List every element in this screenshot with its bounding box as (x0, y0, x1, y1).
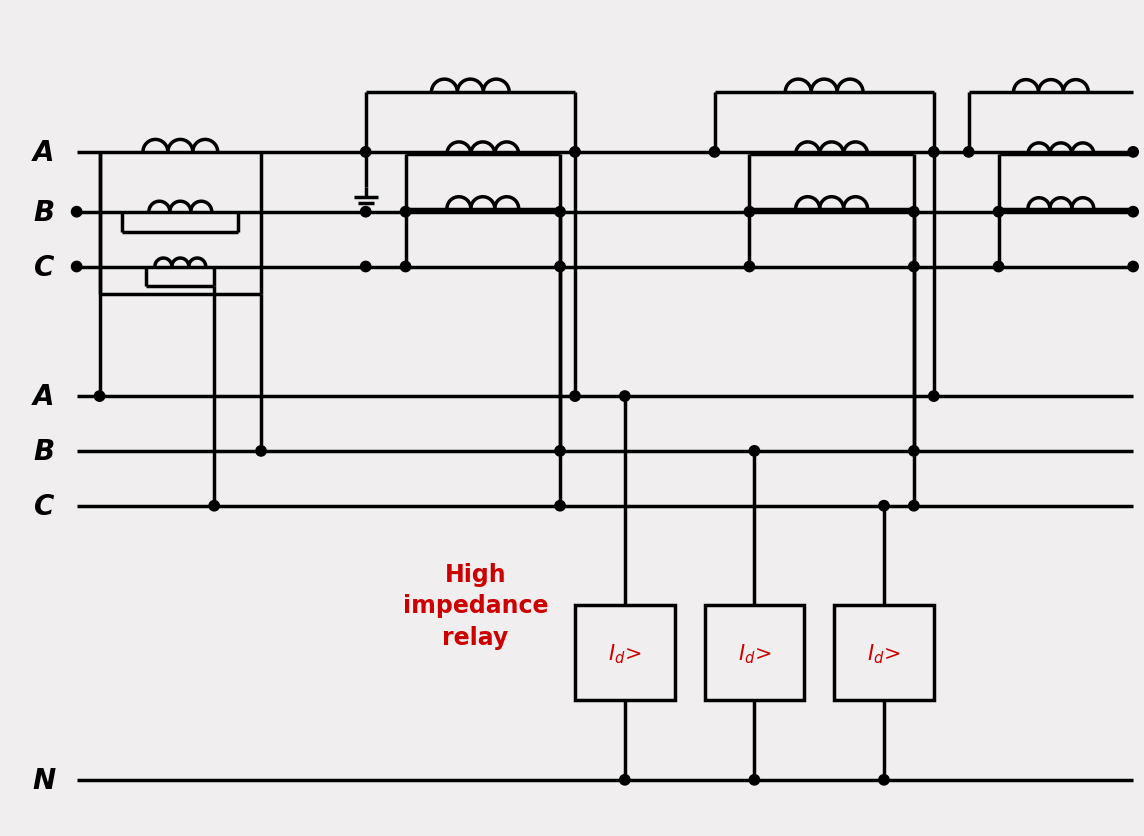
Text: High
impedance
relay: High impedance relay (403, 562, 548, 650)
Circle shape (908, 501, 919, 512)
Text: $I_d$>: $I_d$> (609, 641, 642, 665)
Circle shape (993, 262, 1003, 273)
Circle shape (71, 207, 82, 217)
Bar (575, 605, 675, 701)
Circle shape (963, 147, 974, 158)
Circle shape (400, 207, 411, 217)
Circle shape (749, 446, 760, 456)
Circle shape (555, 262, 565, 273)
Circle shape (555, 501, 565, 512)
Circle shape (993, 207, 1003, 217)
Circle shape (745, 262, 755, 273)
Circle shape (1128, 207, 1138, 217)
Text: C: C (33, 253, 54, 281)
Bar (834, 605, 934, 701)
Circle shape (570, 391, 580, 402)
Circle shape (1128, 262, 1138, 273)
Circle shape (95, 391, 105, 402)
Text: C: C (33, 492, 54, 520)
Text: B: B (33, 437, 54, 466)
Circle shape (745, 207, 755, 217)
Circle shape (570, 147, 580, 158)
Circle shape (1128, 147, 1138, 158)
Circle shape (209, 501, 220, 512)
Circle shape (879, 501, 889, 512)
Circle shape (360, 207, 371, 217)
Circle shape (620, 391, 630, 402)
Circle shape (709, 147, 720, 158)
Circle shape (908, 262, 919, 273)
Circle shape (360, 262, 371, 273)
Circle shape (908, 446, 919, 456)
Circle shape (929, 147, 939, 158)
Circle shape (908, 207, 919, 217)
Circle shape (555, 446, 565, 456)
Circle shape (360, 147, 371, 158)
Circle shape (749, 775, 760, 785)
Text: N: N (32, 766, 55, 794)
Text: A: A (33, 383, 55, 410)
Circle shape (555, 207, 565, 217)
Circle shape (71, 262, 82, 273)
Circle shape (400, 262, 411, 273)
Text: B: B (33, 198, 54, 227)
Circle shape (620, 775, 630, 785)
Text: $I_d$>: $I_d$> (867, 641, 900, 665)
Bar (705, 605, 804, 701)
Circle shape (879, 775, 889, 785)
Circle shape (256, 446, 267, 456)
Text: $I_d$>: $I_d$> (738, 641, 771, 665)
Text: A: A (33, 139, 55, 166)
Circle shape (929, 391, 939, 402)
